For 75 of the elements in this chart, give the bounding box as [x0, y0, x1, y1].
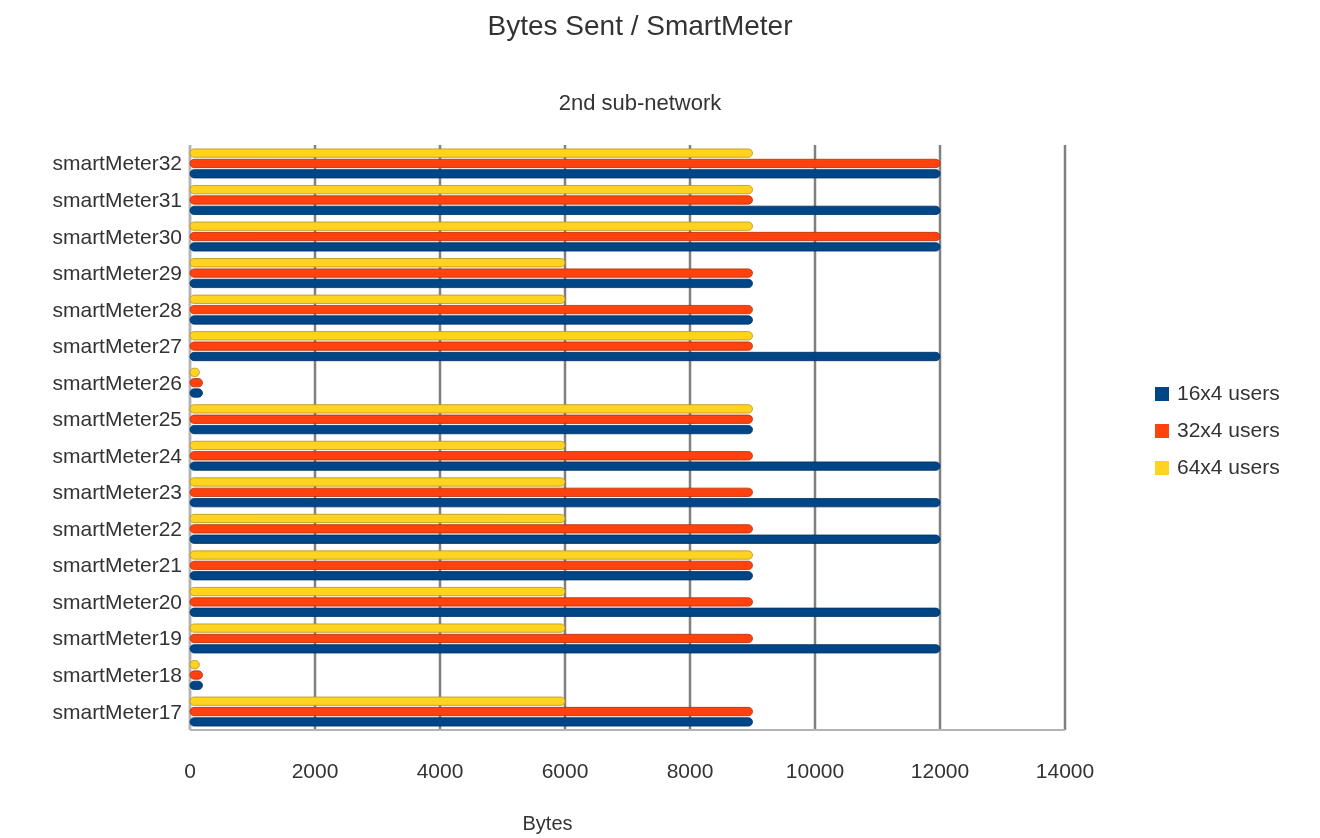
- bar: [189, 633, 753, 644]
- y-tick-label: smartMeter32: [52, 151, 182, 175]
- y-tick-label: smartMeter31: [52, 187, 182, 211]
- bar: [189, 440, 566, 450]
- bar: [189, 487, 753, 497]
- legend-label: 16x4 users: [1177, 381, 1280, 404]
- bar: [189, 451, 753, 461]
- bar: [189, 607, 941, 617]
- bar: [189, 185, 753, 195]
- bar: [189, 550, 753, 560]
- bar: [189, 623, 566, 633]
- y-tick-label: smartMeter28: [52, 297, 182, 321]
- bar: [189, 560, 753, 570]
- bar: [189, 571, 753, 581]
- bar: [189, 268, 753, 278]
- x-tick-label: 0: [184, 759, 196, 782]
- bar: [189, 513, 566, 524]
- y-tick-label: smartMeter17: [52, 699, 182, 723]
- bar: [189, 158, 941, 169]
- bar: [189, 597, 753, 607]
- bar: [189, 644, 941, 654]
- y-tick-label: smartMeter23: [52, 480, 182, 504]
- y-tick-label: smartMeter27: [52, 334, 182, 358]
- bar: [189, 498, 941, 508]
- chart-title: Bytes Sent / SmartMeter: [487, 10, 793, 41]
- bar: [189, 195, 753, 205]
- y-tick-label: smartMeter24: [52, 443, 183, 467]
- y-tick-label: smartMeter25: [52, 407, 182, 431]
- x-tick-label: 4000: [416, 759, 464, 782]
- chart-subtitle: 2nd sub-network: [558, 90, 723, 115]
- bar: [189, 169, 941, 179]
- bar: [189, 477, 566, 487]
- bar: [189, 205, 941, 215]
- y-tick-label: smartMeter19: [52, 626, 182, 650]
- legend-label: 64x4 users: [1177, 455, 1280, 478]
- bar: [189, 524, 753, 534]
- bar: [189, 414, 753, 424]
- x-tick-label: 2000: [291, 759, 339, 782]
- bar: [189, 221, 753, 231]
- legend-label: 32x4 users: [1177, 418, 1280, 441]
- x-tick-label: 6000: [541, 759, 589, 782]
- bar: [189, 461, 941, 471]
- bar: [189, 315, 753, 325]
- y-tick-label: smartMeter26: [52, 370, 182, 394]
- y-tick-label: smartMeter18: [52, 663, 182, 687]
- bar: [189, 534, 941, 544]
- x-tick-label: 14000: [1035, 759, 1095, 782]
- x-tick-label: 10000: [785, 759, 845, 782]
- bar: [189, 404, 753, 414]
- bar: [189, 717, 753, 727]
- y-tick-label: smartMeter29: [52, 261, 182, 285]
- x-axis-title: Bytes: [522, 812, 573, 834]
- bar: [189, 278, 753, 288]
- bar: [189, 388, 203, 398]
- y-tick-label: smartMeter22: [52, 516, 182, 540]
- x-tick-label: 12000: [910, 759, 970, 782]
- bar: [189, 378, 203, 388]
- bar: [189, 294, 566, 304]
- y-tick-label: smartMeter30: [52, 224, 182, 248]
- bar: [189, 305, 753, 315]
- bar: [189, 706, 753, 717]
- bar: [189, 351, 941, 362]
- x-tick-label: 8000: [666, 759, 714, 782]
- y-tick-label: smartMeter20: [52, 589, 182, 613]
- bar: [189, 148, 753, 158]
- bar: [189, 696, 566, 706]
- bar: [189, 258, 566, 268]
- bar: [189, 341, 753, 351]
- bar: [189, 425, 753, 435]
- bar: [189, 242, 941, 252]
- y-tick-label: smartMeter21: [52, 553, 182, 577]
- bar: [189, 587, 566, 597]
- bar: [189, 231, 941, 242]
- bar: [189, 670, 203, 680]
- bar: [189, 331, 753, 341]
